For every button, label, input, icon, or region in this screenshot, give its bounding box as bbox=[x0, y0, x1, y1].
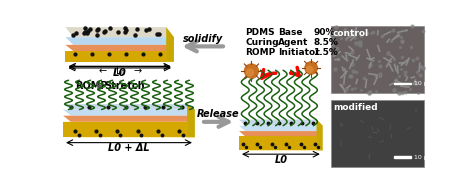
Polygon shape bbox=[166, 27, 174, 62]
Text: Base: Base bbox=[278, 28, 302, 37]
Polygon shape bbox=[187, 104, 195, 137]
Polygon shape bbox=[65, 51, 166, 62]
Polygon shape bbox=[65, 51, 174, 62]
Text: 8.5%: 8.5% bbox=[313, 38, 338, 47]
Polygon shape bbox=[63, 122, 195, 137]
Bar bbox=[394, 157, 411, 158]
Text: Agent: Agent bbox=[278, 38, 308, 47]
Polygon shape bbox=[63, 122, 187, 137]
Text: L0: L0 bbox=[113, 68, 127, 78]
Bar bbox=[330, 26, 423, 93]
Text: Initiator: Initiator bbox=[278, 48, 319, 57]
Bar bbox=[330, 100, 423, 167]
Text: 10 μm: 10 μm bbox=[414, 81, 434, 86]
Text: L0 + ΔL: L0 + ΔL bbox=[108, 143, 150, 153]
Circle shape bbox=[246, 69, 254, 76]
Polygon shape bbox=[239, 120, 323, 126]
Polygon shape bbox=[63, 110, 195, 116]
Polygon shape bbox=[239, 136, 323, 150]
Polygon shape bbox=[65, 45, 174, 51]
Text: modified: modified bbox=[333, 103, 377, 112]
Text: ROMP: ROMP bbox=[75, 81, 107, 91]
Polygon shape bbox=[239, 131, 323, 136]
Polygon shape bbox=[317, 120, 323, 150]
Text: PDMS: PDMS bbox=[245, 28, 275, 37]
Text: Stretch: Stretch bbox=[104, 81, 145, 91]
Circle shape bbox=[245, 64, 258, 78]
Polygon shape bbox=[63, 116, 195, 122]
Circle shape bbox=[307, 66, 313, 73]
Text: Curing: Curing bbox=[245, 38, 279, 47]
Text: solidify: solidify bbox=[182, 34, 223, 44]
Text: L0: L0 bbox=[274, 155, 287, 165]
Text: $\leftarrow$  L$_0$  $\rightarrow$: $\leftarrow$ L$_0$ $\rightarrow$ bbox=[97, 64, 143, 78]
Text: control: control bbox=[333, 29, 369, 38]
Text: 1.5%: 1.5% bbox=[313, 48, 338, 57]
Polygon shape bbox=[239, 136, 317, 150]
Text: 90%: 90% bbox=[313, 28, 335, 37]
Circle shape bbox=[305, 62, 317, 74]
Text: 10 μm: 10 μm bbox=[414, 155, 434, 160]
Text: Release: Release bbox=[197, 109, 239, 119]
Polygon shape bbox=[239, 126, 323, 131]
Polygon shape bbox=[65, 37, 174, 45]
Polygon shape bbox=[65, 27, 174, 37]
Polygon shape bbox=[63, 104, 195, 110]
Bar bbox=[394, 83, 411, 84]
Text: ROMP: ROMP bbox=[245, 48, 275, 57]
